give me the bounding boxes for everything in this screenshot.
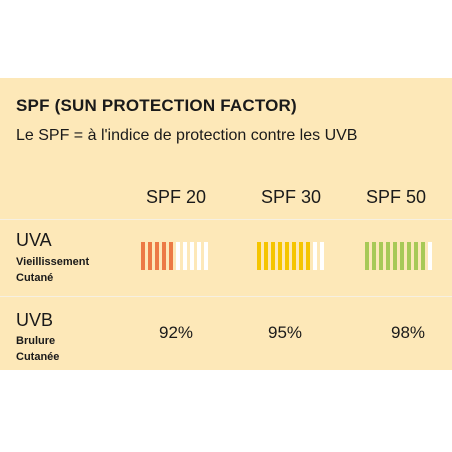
uva-bar-segment (162, 242, 166, 270)
uva-bar-segment (299, 242, 303, 270)
uva-bar-segment (313, 242, 317, 270)
uvb-row-sublabel: Brulure Cutanée (16, 335, 60, 363)
chart-title: SPF (SUN PROTECTION FACTOR) (16, 96, 297, 115)
uva-bar-segment (169, 242, 173, 270)
uva-bar-segment (285, 242, 289, 270)
spf-panel: SPF (SUN PROTECTION FACTOR) Le SPF = à l… (0, 78, 452, 370)
uva-bar-segment (365, 242, 369, 270)
uva-bar-segment (257, 242, 261, 270)
uva-bar-segment (379, 242, 383, 270)
uva-bar-segment (320, 242, 324, 270)
uvb-value-spf50: 98% (390, 323, 426, 342)
uva-bar-group-spf50 (365, 242, 439, 270)
uva-bar-segment (190, 242, 194, 270)
uva-bar-segment (148, 242, 152, 270)
uva-bar-segment (197, 242, 201, 270)
uva-bar-segment (278, 242, 282, 270)
uva-bar-segment (428, 242, 432, 270)
uva-bar-segment (141, 242, 145, 270)
uva-bar-segment (400, 242, 404, 270)
column-header-spf20: SPF 20 (145, 187, 207, 207)
uva-bar-segment (414, 242, 418, 270)
uva-bar-segment (292, 242, 296, 270)
uva-bar-group-spf20 (141, 242, 215, 270)
uvb-value-spf20: 92% (158, 323, 194, 342)
column-header-spf30: SPF 30 (260, 187, 322, 207)
uva-bar-group-spf30 (257, 242, 331, 270)
uva-bar-segment (407, 242, 411, 270)
uva-bar-segment (386, 242, 390, 270)
uva-bar-segment (271, 242, 275, 270)
column-header-spf50: SPF 50 (365, 187, 427, 207)
uva-row-sublabel: Vieillissement Cutané (16, 256, 90, 284)
uva-bar-segment (372, 242, 376, 270)
uva-bar-segment (393, 242, 397, 270)
uva-bar-segment (155, 242, 159, 270)
row-divider-middle (0, 296, 452, 297)
uva-bar-segment (176, 242, 180, 270)
uva-bar-segment (264, 242, 268, 270)
uva-bar-segment (204, 242, 208, 270)
uvb-row-label: UVB (16, 310, 54, 330)
chart-subtitle: Le SPF = à l'indice de protection contre… (16, 127, 358, 144)
uva-bar-segment (421, 242, 425, 270)
uva-bar-segment (306, 242, 310, 270)
uva-row-label: UVA (16, 230, 52, 250)
uvb-value-spf30: 95% (267, 323, 303, 342)
uva-bar-segment (183, 242, 187, 270)
row-divider-top (0, 219, 452, 220)
